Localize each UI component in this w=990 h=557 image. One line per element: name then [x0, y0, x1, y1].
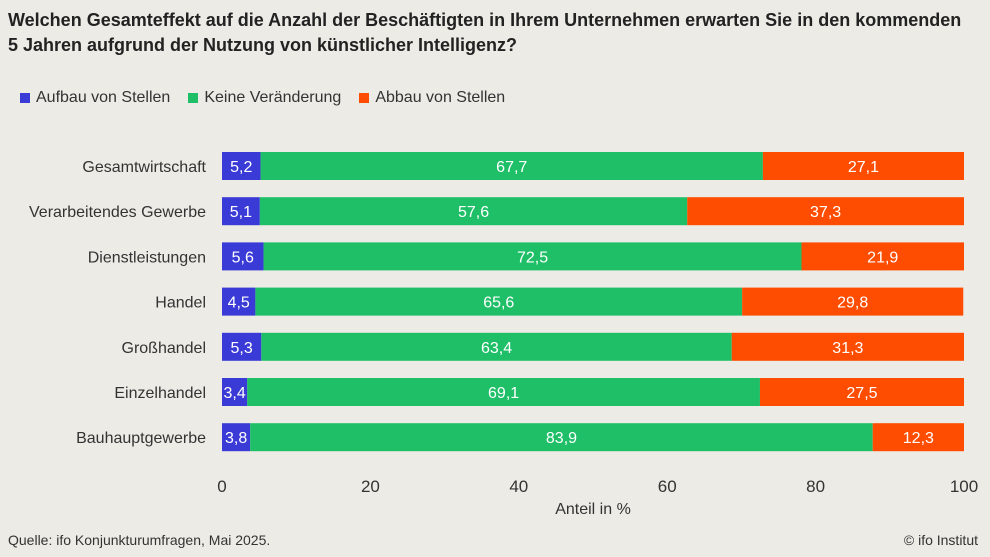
data-label: 65,6 [483, 295, 514, 312]
bar-segment [263, 242, 802, 271]
bar-segment [260, 152, 763, 180]
legend-label-keine: Keine Veränderung [204, 89, 342, 106]
bar-segment [259, 197, 688, 226]
bar-segment [872, 423, 964, 452]
legend-label-abbau: Abbau von Stellen [375, 89, 506, 106]
x-tick-label: 80 [806, 477, 825, 496]
x-tick-label: 100 [950, 477, 978, 496]
legend-swatch-abbau [359, 93, 370, 103]
data-label: 31,3 [832, 340, 863, 357]
bar-segment [731, 332, 964, 361]
data-label: 27,1 [848, 159, 879, 176]
bar-segment [255, 287, 743, 316]
x-tick-label: 40 [509, 477, 528, 496]
category-label: Bauhauptgewerbe [76, 430, 206, 447]
data-label: 72,5 [517, 249, 548, 266]
bar-segment [801, 242, 964, 271]
legend-swatch-keine [188, 93, 199, 103]
source-note: Quelle: ifo Konjunkturumfragen, Mai 2025… [8, 532, 271, 548]
x-tick-label: 60 [658, 477, 677, 496]
chart-title: Welchen Gesamteffekt auf die Anzahl der … [8, 10, 962, 55]
data-label: 3,8 [225, 430, 247, 447]
category-label: Gesamtwirtschaft [82, 159, 206, 176]
data-label: 69,1 [488, 385, 519, 402]
legend-swatch-aufbau [20, 93, 30, 103]
legend-label-aufbau: Aufbau von Stellen [36, 89, 171, 106]
bar-segment [222, 152, 261, 180]
x-axis-label: Anteil in % [555, 501, 631, 518]
legend-item-keine: Keine Veränderung [188, 89, 341, 107]
data-label: 57,6 [458, 204, 489, 221]
bar-segment [222, 287, 256, 316]
data-label: 4,5 [228, 295, 250, 312]
category-label: Verarbeitendes Gewerbe [29, 204, 206, 221]
data-label: 37,3 [810, 204, 841, 221]
bar-segment [222, 378, 248, 406]
category-label: Großhandel [122, 340, 207, 357]
data-label: 27,5 [846, 385, 877, 402]
legend: Aufbau von Stellen Keine Veränderung Abb… [20, 89, 505, 107]
bar-segment [222, 423, 251, 452]
credit-note: © ifo Institut [903, 532, 978, 548]
bar-segment [222, 197, 260, 226]
x-tick-label: 0 [217, 477, 226, 496]
bar-segment [759, 378, 964, 406]
data-label: 3,4 [223, 385, 245, 402]
data-label: 5,3 [231, 340, 253, 357]
data-label: 5,1 [230, 204, 252, 221]
data-label: 83,9 [546, 430, 577, 447]
bar-segment [742, 287, 964, 316]
data-label: 29,8 [837, 295, 868, 312]
data-label: 5,2 [230, 159, 252, 176]
bar-segment [687, 197, 964, 226]
category-label: Handel [155, 295, 206, 312]
data-label: 67,7 [496, 159, 527, 176]
bar-segment [261, 332, 732, 361]
bar-segment [247, 378, 760, 406]
legend-item-abbau: Abbau von Stellen [359, 89, 505, 107]
x-tick-label: 20 [361, 477, 380, 496]
data-label: 12,3 [903, 430, 934, 447]
category-label: Dienstleistungen [88, 249, 206, 266]
category-label: Einzelhandel [114, 385, 206, 402]
legend-item-aufbau: Aufbau von Stellen [20, 89, 170, 107]
bar-segment [222, 332, 262, 361]
bar-segment [222, 242, 264, 271]
bar-segment [762, 152, 964, 180]
data-label: 63,4 [481, 340, 512, 357]
data-label: 21,9 [867, 249, 898, 266]
data-label: 5,6 [232, 249, 254, 266]
bar-segment [250, 423, 873, 452]
